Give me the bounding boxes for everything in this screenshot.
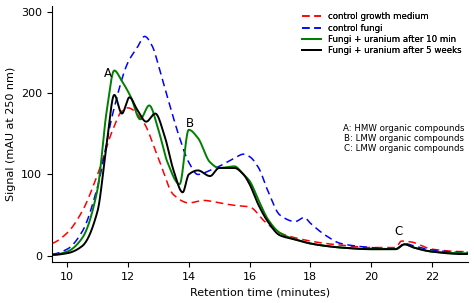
Text: A: A [104, 67, 112, 80]
Text: A: HMW organic compounds
B: LMW organic compounds
C: LMW organic compounds: A: HMW organic compounds B: LMW organic … [343, 124, 464, 153]
Text: B: B [186, 117, 194, 130]
Legend: control growth medium, control fungi, Fungi + uranium after 10 min, Fungi + uran: control growth medium, control fungi, Fu… [300, 10, 464, 58]
X-axis label: Retention time (minutes): Retention time (minutes) [190, 288, 330, 298]
Text: C: C [394, 225, 402, 238]
Y-axis label: Signal (mAU at 250 nm): Signal (mAU at 250 nm) [6, 67, 16, 201]
